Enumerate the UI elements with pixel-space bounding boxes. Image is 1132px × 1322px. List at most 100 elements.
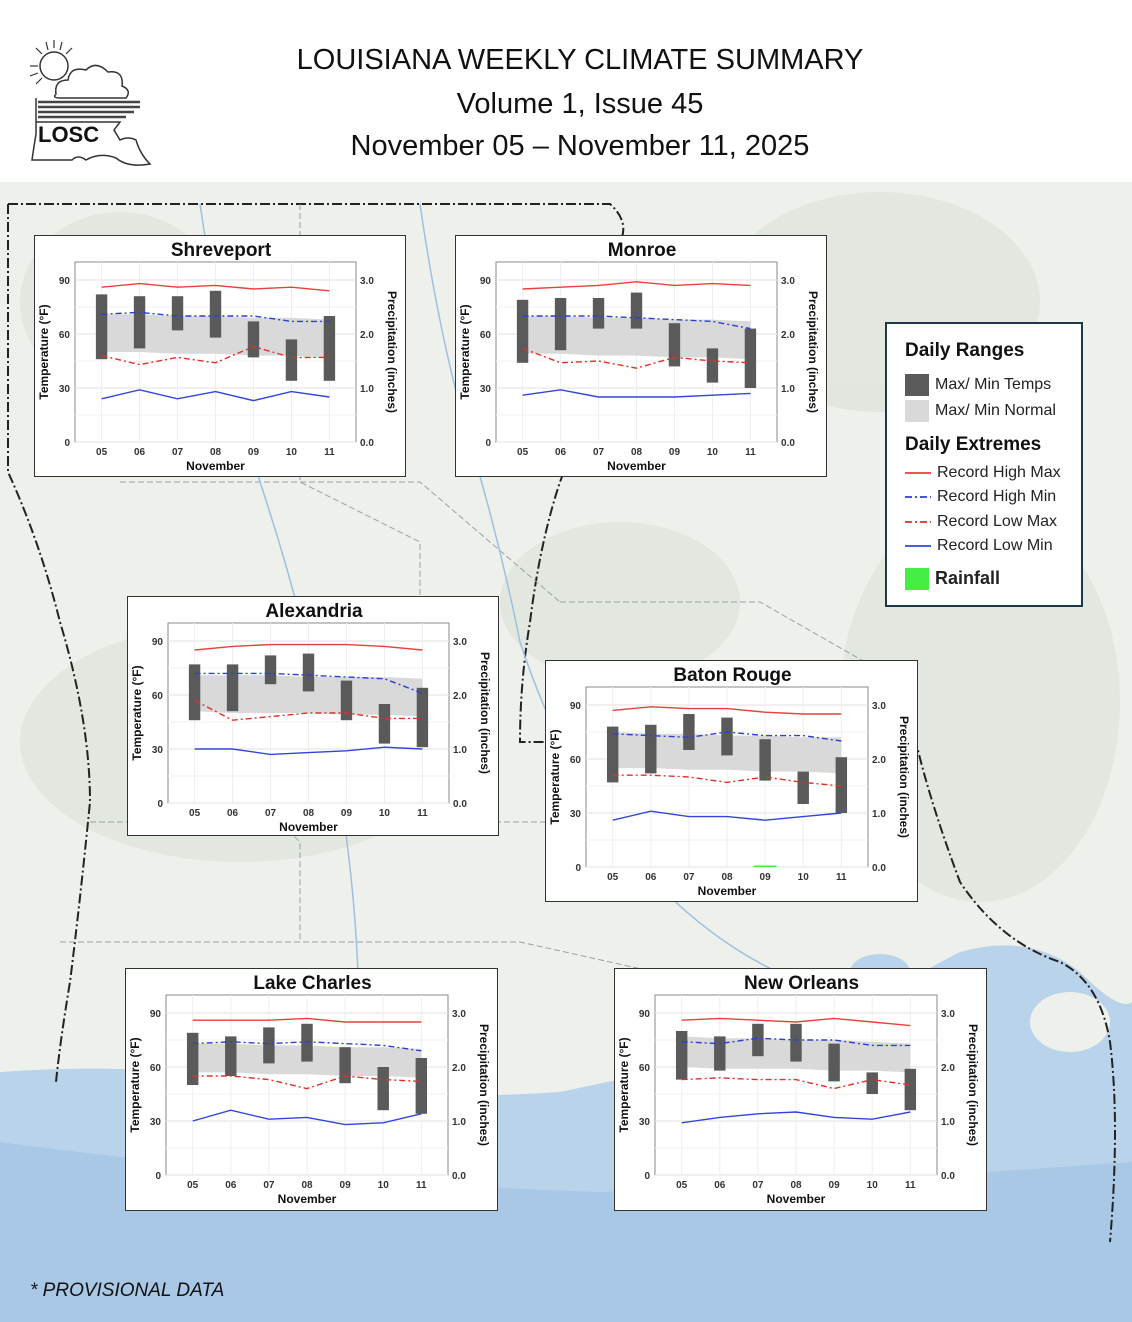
y-tick-label: 90 — [59, 276, 71, 287]
x-tick-label: 05 — [607, 872, 619, 883]
y2-tick-label: 2.0 — [360, 330, 374, 341]
chart-title-new-orleans: New Orleans — [744, 973, 859, 994]
record-low-min-line — [101, 389, 330, 402]
y-tick-label: 60 — [150, 1063, 162, 1074]
y2-tick-label: 2.0 — [941, 1063, 955, 1074]
y2-tick-label: 1.0 — [360, 384, 374, 395]
x-tick-label: 11 — [745, 447, 756, 458]
record-low-max-line — [194, 699, 423, 721]
y2-tick-label: 2.0 — [453, 691, 467, 702]
y-axis-label: Temperature (°F) — [548, 729, 562, 824]
y2-axis-label: Precipitation (inches) — [966, 1024, 980, 1146]
temp-bar-08 — [721, 717, 733, 756]
legend-label-record-low-min: Record Low Min — [937, 537, 1053, 554]
y2-tick-label: 1.0 — [941, 1117, 955, 1128]
legend-extremes-heading: Daily Extremes — [905, 434, 1042, 455]
y-tick-label: 0 — [644, 1171, 650, 1182]
x-tick-label: 08 — [790, 1180, 802, 1191]
x-tick-label: 11 — [416, 1180, 427, 1191]
y2-axis-label: Precipitation (inches) — [478, 652, 492, 774]
x-tick-label: 06 — [645, 872, 657, 883]
y-tick-label: 30 — [570, 809, 582, 820]
x-tick-label: 05 — [189, 808, 201, 819]
chart-title-alexandria: Alexandria — [265, 601, 363, 622]
legend-swatch-normal — [905, 400, 929, 422]
y-tick-label: 30 — [639, 1117, 651, 1128]
x-tick-label: 07 — [683, 872, 695, 883]
chart-panel-monroe: Monroe 0 30 60 90 0.0 1.0 2.0 3.0 05 06 07 08 09 10 11 N… — [455, 235, 827, 477]
record-low-max-line — [101, 345, 330, 366]
record-high-max-line — [681, 1017, 911, 1027]
record-high-min-line — [681, 1037, 911, 1047]
x-tick-label: 10 — [867, 1180, 879, 1191]
y2-axis-label: Precipitation (inches) — [385, 291, 399, 413]
record-low-max-line — [681, 1077, 911, 1090]
record-high-max-line — [194, 643, 423, 651]
temp-bar-07 — [171, 296, 184, 331]
chart-panel-lake-charles: Lake Charles 0 30 60 90 0.0 1.0 2.0 3.0 05 06 07 08 0… — [125, 968, 498, 1211]
y-axis-label: Temperature (°F) — [37, 304, 51, 399]
chart-panel-baton-rouge: Baton Rouge 0 30 60 90 0.0 1.0 2.0 3.0 05 06 07 08 09… — [545, 660, 918, 902]
legend-line-record-low-min — [905, 545, 931, 547]
temp-bar-06 — [226, 664, 239, 712]
legend-swatch-rainfall — [905, 568, 929, 590]
x-tick-label: 07 — [265, 808, 277, 819]
record-low-max-line — [522, 347, 751, 369]
y-tick-label: 30 — [152, 745, 164, 756]
record-low-min-line — [681, 1111, 911, 1124]
chart-lake-charles: Lake Charles 0 30 60 90 0.0 1.0 2.0 3.0 05 06 07 08 0… — [128, 973, 491, 1206]
temp-bar-05 — [606, 726, 619, 783]
x-axis-label: November — [186, 459, 245, 473]
y-tick-label: 90 — [570, 701, 582, 712]
y-tick-label: 60 — [570, 755, 582, 766]
x-tick-label: 09 — [340, 1180, 352, 1191]
y2-tick-label: 2.0 — [781, 330, 795, 341]
y-axis-label: Temperature (°F) — [617, 1037, 631, 1132]
temp-bar-07 — [263, 1027, 275, 1064]
report-dates: November 05 – November 11, 2025 — [350, 130, 810, 162]
record-high-min-line — [101, 311, 330, 323]
x-tick-label: 08 — [721, 872, 733, 883]
y2-tick-label: 3.0 — [360, 276, 374, 287]
chart-monroe: Monroe 0 30 60 90 0.0 1.0 2.0 3.0 05 06 07 08 09 10 11 N… — [458, 240, 820, 473]
record-low-min-line — [612, 810, 842, 821]
temp-bar-06 — [645, 724, 657, 774]
x-tick-label: 11 — [836, 872, 847, 883]
y-tick-label: 0 — [157, 799, 163, 810]
record-high-max-line — [192, 1017, 422, 1023]
y-tick-label: 0 — [485, 438, 491, 449]
y-tick-label: 90 — [639, 1009, 651, 1020]
chart-legend: Daily Ranges Max/ Min Temps Max/ Min Nor… — [885, 322, 1083, 607]
temp-bar-11 — [323, 316, 336, 381]
temp-bar-07 — [752, 1023, 764, 1057]
x-tick-label: 05 — [187, 1180, 199, 1191]
temp-bar-06 — [225, 1036, 237, 1076]
y2-tick-label: 1.0 — [781, 384, 795, 395]
chart-shreveport: Shreveport 0 30 60 90 0.0 1.0 2.0 3.0 05 06 07 08 09 1… — [37, 240, 399, 473]
temp-bar-09 — [339, 1047, 351, 1084]
rainfall-bar-09 — [753, 865, 777, 867]
y-tick-label: 0 — [155, 1171, 161, 1182]
y2-tick-label: 1.0 — [872, 809, 886, 820]
chart-title-monroe: Monroe — [608, 240, 677, 261]
x-tick-label: 10 — [286, 447, 298, 458]
temp-bar-06 — [554, 298, 567, 351]
temp-bar-07 — [264, 655, 277, 685]
y2-axis-label: Precipitation (inches) — [897, 716, 911, 838]
x-tick-label: 06 — [134, 447, 146, 458]
y-tick-label: 60 — [152, 691, 164, 702]
louisiana-outline-icon — [31, 98, 152, 166]
x-tick-label: 07 — [593, 447, 605, 458]
temp-bar-05 — [516, 299, 529, 363]
record-high-max-line — [522, 281, 751, 290]
x-tick-label: 10 — [798, 872, 810, 883]
record-low-min-line — [522, 389, 751, 398]
temp-bar-08 — [209, 290, 222, 338]
record-high-min-line — [192, 1041, 422, 1052]
chart-alexandria: Alexandria 0 30 60 90 0.0 1.0 2.0 3.0 05 06 07 08 09 1… — [130, 601, 492, 834]
y2-tick-label: 3.0 — [453, 637, 467, 648]
y2-tick-label: 3.0 — [941, 1009, 955, 1020]
x-tick-label: 11 — [324, 447, 335, 458]
y2-tick-label: 0.0 — [360, 438, 374, 449]
y-tick-label: 90 — [480, 276, 492, 287]
